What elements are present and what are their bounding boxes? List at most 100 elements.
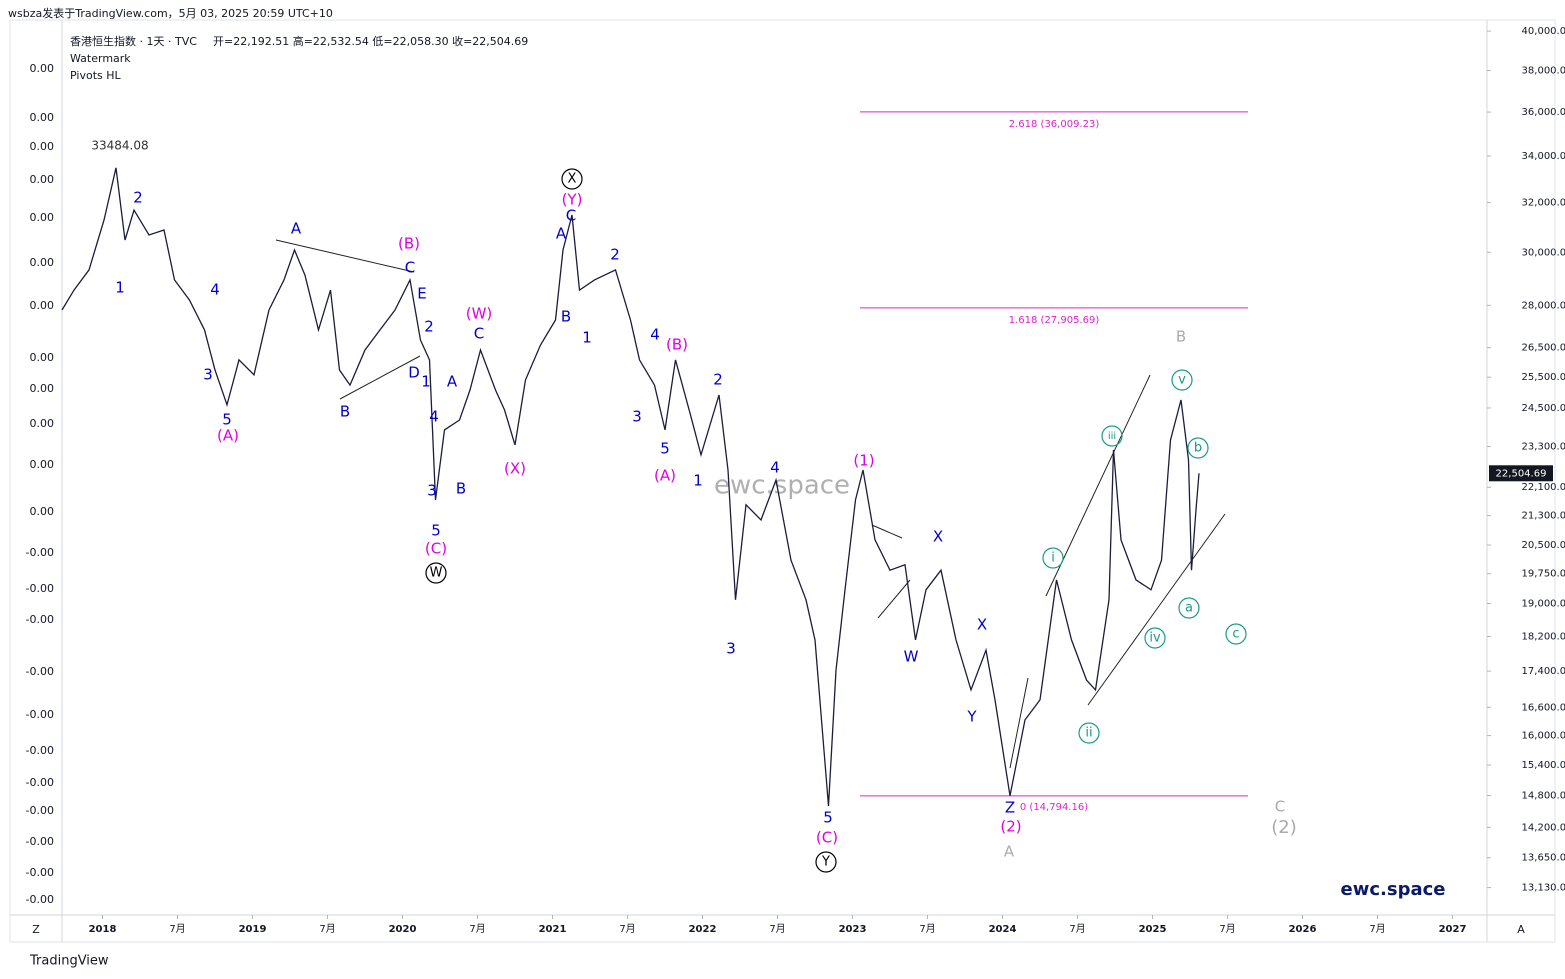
- y-tick-label: 16,000.00: [1522, 731, 1565, 742]
- wave-label: (Y): [562, 191, 583, 209]
- left-scale-label: 0.00: [30, 62, 55, 75]
- y-tick-label: 14,200.00: [1522, 822, 1565, 833]
- wave-label: 1: [693, 472, 703, 490]
- wave-label: iv: [1149, 631, 1161, 646]
- x-tick-label: 2021: [539, 924, 567, 935]
- left-scale-label: -0.00: [26, 866, 54, 879]
- x-tick-label: 2022: [689, 924, 717, 935]
- wave-label: 1: [582, 329, 592, 347]
- y-tick-label: 17,400.00: [1522, 666, 1565, 677]
- last-price-label: 22,504.69: [1496, 468, 1547, 479]
- left-scale-label: 0.00: [30, 299, 55, 312]
- left-scale-label: -0.00: [26, 893, 54, 906]
- wave-label: ii: [1085, 726, 1092, 741]
- left-scale-label: 0.00: [30, 505, 55, 518]
- x-tick-label: 2025: [1139, 924, 1167, 935]
- wave-label: 5: [222, 411, 232, 429]
- y-tick-label: 19,000.00: [1522, 598, 1565, 609]
- x-tick-label: 2018: [89, 924, 117, 935]
- left-scale-label: 0.00: [30, 382, 55, 395]
- x-tick-label: 2026: [1289, 924, 1317, 935]
- x-tick-label: 7月: [169, 923, 185, 935]
- trend-line: [1087, 513, 1226, 706]
- author-line: wsbza发表于TradingView.com，5月 03, 2025 20:5…: [8, 6, 333, 20]
- left-scale-label: -0.00: [26, 776, 54, 789]
- trend-line: [877, 579, 911, 619]
- y-tick-label: 28,000.00: [1522, 300, 1565, 311]
- wave-label: A: [1004, 843, 1015, 861]
- left-scale-label: -0.00: [26, 835, 54, 848]
- wave-circle: [1078, 722, 1100, 744]
- indicator: Pivots HL: [70, 69, 121, 82]
- wave-label: (C): [425, 540, 447, 558]
- wave-label: 3: [203, 366, 213, 384]
- y-tick-label: 26,500.00: [1522, 343, 1565, 354]
- wave-label: (A): [217, 427, 239, 445]
- y-tick-label: 30,000.00: [1522, 247, 1565, 258]
- x-tick-label: 7月: [1369, 923, 1385, 935]
- wave-label: 2: [713, 371, 723, 389]
- trend-line: [275, 239, 415, 273]
- x-tick-label: 7月: [1069, 923, 1085, 935]
- wave-label: 5: [823, 809, 833, 827]
- left-scale-label: 0.00: [30, 173, 55, 186]
- corner-label[interactable]: Z: [32, 923, 40, 936]
- brand: ewc.space: [1341, 879, 1446, 900]
- left-scale-label: 0.00: [30, 211, 55, 224]
- wave-label: B: [561, 308, 571, 326]
- wave-label: A: [556, 225, 567, 243]
- y-tick-label: 23,300.00: [1522, 442, 1565, 453]
- wave-label: B: [456, 480, 466, 498]
- y-tick-label: 21,300.00: [1522, 511, 1565, 522]
- left-scale-label: 0.00: [30, 351, 55, 364]
- y-tick-label: 36,000.00: [1522, 107, 1565, 118]
- y-tick-label: 24,500.00: [1522, 403, 1565, 414]
- wave-label: X: [568, 172, 577, 187]
- y-tick-label: 18,200.00: [1522, 632, 1565, 643]
- y-tick-label: 19,750.00: [1522, 569, 1565, 580]
- wave-label: 2: [133, 189, 143, 207]
- wave-label: (W): [466, 305, 493, 323]
- wave-label: (A): [654, 467, 676, 485]
- x-tick-label: 7月: [769, 923, 785, 935]
- wave-label: (2): [1271, 817, 1297, 838]
- y-tick-label: 38,000.00: [1522, 66, 1565, 77]
- wave-label: 3: [427, 482, 437, 500]
- x-tick-label: 2019: [239, 924, 267, 935]
- y-tick-label: 40,000.00: [1522, 26, 1565, 37]
- legend-title: 香港恒生指数 · 1天 · TVC: [70, 34, 197, 48]
- wave-label: iii: [1108, 431, 1116, 442]
- wave-circle: [1042, 547, 1064, 569]
- wave-circle: [1101, 425, 1123, 447]
- wave-label: A: [291, 220, 302, 238]
- left-scale-label: -0.00: [26, 613, 54, 626]
- x-tick-label: 2027: [1439, 924, 1467, 935]
- y-tick-label: 25,500.00: [1522, 372, 1565, 383]
- left-scale-label: 0.00: [30, 417, 55, 430]
- y-tick-label: 34,000.00: [1522, 151, 1565, 162]
- wave-circle: [425, 562, 447, 584]
- x-tick-label: 7月: [1219, 923, 1235, 935]
- corner-label[interactable]: A: [1517, 923, 1525, 936]
- wave-label: X: [977, 616, 987, 634]
- x-tick-label: 7月: [619, 923, 635, 935]
- x-tick-label: 2023: [839, 924, 867, 935]
- wave-label: (B): [398, 235, 420, 253]
- wave-label: 4: [429, 408, 439, 426]
- left-scale-label: -0.00: [26, 665, 54, 678]
- wave-label: 4: [650, 326, 660, 344]
- x-tick-label: 7月: [919, 923, 935, 935]
- wave-label: X: [933, 528, 943, 546]
- wave-label: 4: [210, 281, 220, 299]
- fib-level-label: 1.618 (27,905.69): [1009, 315, 1100, 326]
- wave-circle: [1178, 597, 1200, 619]
- wave-label: 33484.08: [91, 139, 148, 153]
- wave-label: 3: [726, 640, 736, 658]
- wave-label: D: [408, 364, 420, 382]
- fib-level-label: 0 (14,794.16): [1020, 802, 1088, 813]
- x-tick-label: 7月: [319, 923, 335, 935]
- trend-line: [1009, 677, 1029, 769]
- wave-circle: [815, 851, 837, 873]
